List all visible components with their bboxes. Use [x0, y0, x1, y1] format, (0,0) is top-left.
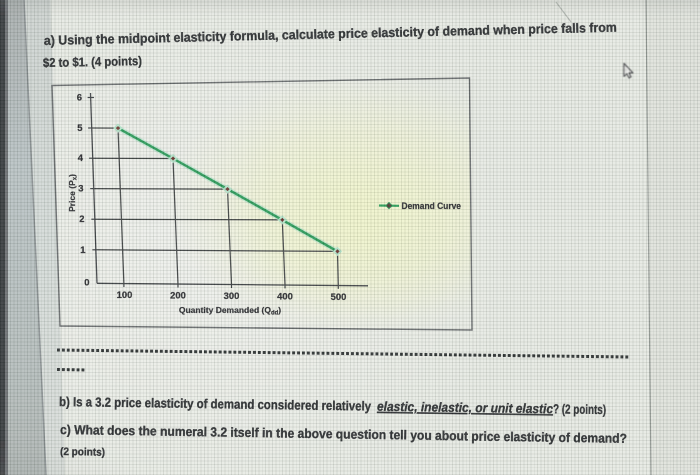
svg-text:(2 points): (2 points): [60, 446, 106, 459]
svg-text:200: 200: [170, 290, 186, 301]
svg-text:elastic, inelastic, or unit el: elastic, inelastic, or unit elastic: [377, 399, 554, 417]
svg-text:? (2 points): ? (2 points): [553, 401, 606, 417]
svg-text:300: 300: [224, 290, 240, 301]
svg-text:4: 4: [78, 152, 84, 163]
svg-text:1: 1: [80, 244, 85, 255]
svg-text:0: 0: [84, 276, 89, 287]
svg-text:Quantity Demanded (Qdd): Quantity Demanded (Qdd): [179, 305, 281, 317]
svg-text:500: 500: [331, 291, 347, 302]
svg-text:3: 3: [78, 183, 83, 194]
svg-text:2: 2: [79, 213, 84, 224]
svg-text:5: 5: [77, 122, 82, 133]
svg-text:400: 400: [277, 291, 293, 302]
svg-text:6: 6: [77, 92, 82, 103]
svg-text:Price (Px): Price (Px): [67, 174, 79, 212]
svg-text:Demand Curve: Demand Curve: [402, 201, 462, 211]
svg-text:b) Is a 3.2 price elasticity o: b) Is a 3.2 price elasticity of demand c…: [59, 394, 372, 414]
svg-text:100: 100: [117, 289, 133, 300]
svg-text:$2 to $1. (4 points): $2 to $1. (4 points): [43, 54, 142, 70]
